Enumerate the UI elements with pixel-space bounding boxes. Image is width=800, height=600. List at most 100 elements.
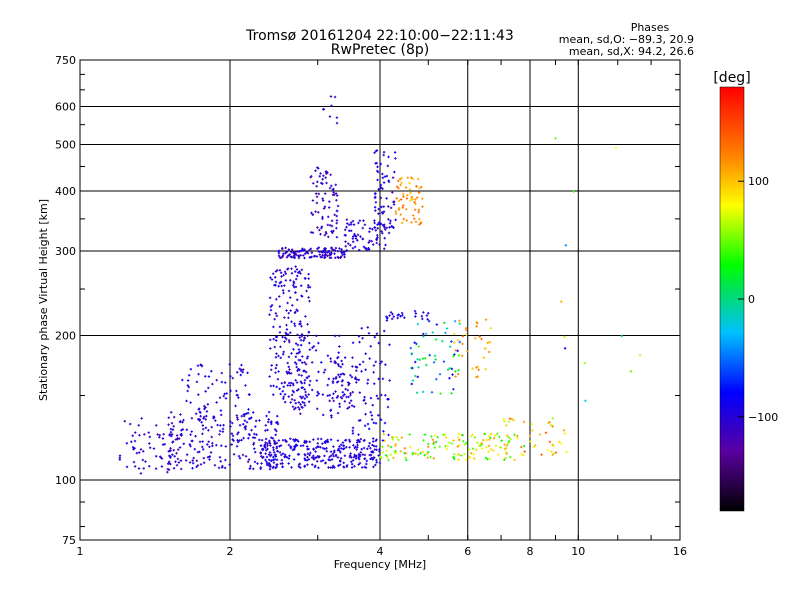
data-point: [369, 453, 373, 457]
data-point: [285, 337, 288, 341]
data-point: [366, 382, 369, 385]
data-point: [374, 201, 378, 204]
data-point: [269, 384, 273, 388]
data-point: [293, 407, 296, 411]
data-point: [148, 446, 152, 449]
data-point: [378, 243, 381, 246]
data-point: [433, 446, 436, 449]
data-point: [191, 459, 194, 462]
data-point: [118, 458, 122, 461]
data-point: [332, 454, 335, 458]
data-point: [364, 368, 367, 371]
data-point: [125, 465, 129, 469]
data-point: [371, 450, 374, 453]
data-point: [254, 419, 258, 423]
data-point: [385, 449, 389, 452]
data-point: [354, 445, 357, 449]
data-point: [317, 341, 320, 345]
data-point: [341, 391, 345, 394]
data-point: [283, 340, 286, 343]
data-point: [307, 447, 310, 451]
data-point: [388, 379, 391, 382]
data-point: [296, 453, 300, 456]
data-point: [374, 229, 377, 232]
data-point: [297, 406, 300, 409]
data-point: [305, 395, 309, 399]
data-point: [306, 445, 309, 448]
data-point: [460, 454, 463, 457]
data-point: [347, 395, 350, 399]
data-point: [358, 248, 361, 252]
data-point: [296, 298, 299, 301]
data-point: [297, 373, 301, 377]
data-point: [204, 426, 208, 430]
data-point: [211, 382, 214, 386]
data-point: [361, 237, 365, 241]
data-point: [235, 445, 239, 448]
data-point: [208, 455, 211, 458]
data-point: [319, 460, 323, 463]
data-point: [275, 298, 278, 301]
data-point: [357, 378, 361, 382]
data-point: [274, 366, 278, 370]
data-point: [181, 378, 184, 382]
data-point: [337, 464, 340, 467]
data-point: [267, 453, 271, 456]
data-point: [362, 446, 366, 450]
data-point: [311, 463, 314, 466]
data-point: [484, 456, 488, 460]
data-point: [284, 251, 288, 254]
data-point: [294, 402, 297, 405]
data-point: [469, 452, 473, 455]
data-point: [247, 393, 251, 396]
data-point: [480, 442, 484, 445]
data-point: [294, 250, 297, 254]
data-point: [332, 191, 335, 194]
data-point: [520, 445, 523, 449]
data-point: [139, 448, 143, 451]
data-point: [373, 226, 377, 229]
data-point: [213, 464, 217, 467]
data-point: [301, 355, 304, 358]
data-point: [311, 231, 315, 234]
data-point: [263, 445, 266, 448]
data-point: [339, 256, 342, 260]
data-point: [509, 437, 512, 441]
data-point: [335, 221, 338, 225]
data-point: [274, 371, 277, 374]
data-point: [292, 254, 295, 258]
data-point: [229, 425, 232, 428]
data-point: [201, 445, 204, 449]
data-point: [207, 429, 210, 432]
data-point: [323, 454, 326, 458]
data-point: [180, 432, 183, 436]
data-point: [179, 413, 182, 416]
data-point: [423, 453, 426, 457]
data-point: [363, 465, 367, 469]
data-point: [435, 440, 438, 444]
data-point: [372, 364, 376, 367]
data-point: [336, 394, 340, 398]
data-point: [284, 246, 287, 250]
data-point: [341, 372, 345, 375]
data-point: [287, 253, 291, 257]
data-point: [277, 284, 280, 288]
data-point: [296, 369, 299, 372]
plot-grid: [80, 60, 680, 540]
data-point: [305, 376, 309, 379]
data-point: [304, 252, 307, 255]
data-point: [210, 425, 213, 429]
data-point: [318, 253, 321, 256]
data-point: [354, 237, 358, 240]
data-point: [316, 247, 319, 250]
data-point: [293, 445, 296, 448]
data-point: [315, 185, 318, 188]
data-point: [312, 438, 315, 441]
data-point: [200, 421, 203, 424]
data-point: [281, 353, 285, 356]
data-point: [281, 452, 285, 455]
data-point: [318, 228, 321, 232]
data-point: [335, 209, 339, 213]
data-point: [254, 450, 257, 454]
